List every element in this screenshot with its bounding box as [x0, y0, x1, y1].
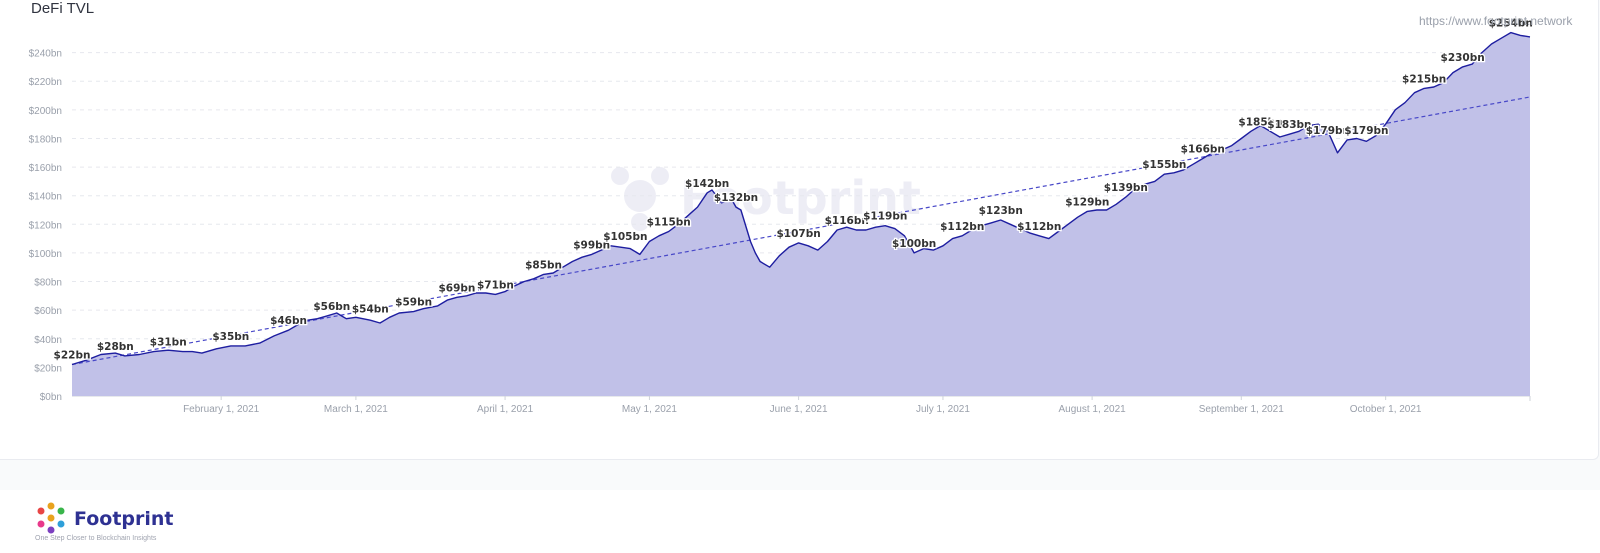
data-label: $179bn: [1306, 125, 1350, 137]
y-tick-label: $160bn: [29, 163, 62, 174]
data-label: $46bn: [270, 315, 307, 327]
tvl-area-chart: Footprint $0bn$20bn$40bn$60bn$80bn$100bn…: [29, 16, 1534, 415]
footprint-logo-icon[interactable]: [33, 500, 69, 536]
x-tick-label: July 1, 2021: [916, 404, 970, 415]
data-label: $215bn: [1402, 73, 1446, 85]
data-labels: $22bn $28bn $31bn $35bn $46bn $56bn $54bn $59bn…: [52, 16, 1534, 362]
data-label: $112bn: [940, 221, 984, 233]
data-label: $230bn: [1441, 52, 1485, 64]
y-tick-label: $200bn: [29, 106, 62, 117]
y-axis: $0bn $20bn $40bn $60bn $80bn $100bn $120bn $140…: [29, 49, 62, 403]
source-url[interactable]: https://www.footprint.network: [1419, 14, 1573, 28]
data-label: $119bn: [863, 211, 907, 223]
footer: Footprint One Step Closer to Blockchain …: [0, 490, 1600, 553]
data-label: $99bn: [573, 239, 610, 251]
y-tick-label: $120bn: [29, 220, 62, 231]
tvl-line: [71, 31, 1531, 366]
y-tick-label: $80bn: [34, 278, 62, 289]
data-label: $166bn: [1181, 143, 1225, 155]
data-label: $116bn: [825, 215, 869, 227]
data-label: $142bn: [685, 178, 729, 190]
data-label: $22bn: [54, 350, 91, 362]
data-label: $54bn: [352, 304, 389, 316]
watermark-dot: [611, 167, 629, 185]
data-label: $139bn: [1104, 182, 1148, 194]
x-axis: February 1, 2021 March 1, 2021 April 1, 20…: [72, 395, 1531, 415]
data-label: $123bn: [979, 205, 1023, 217]
y-tick-label: $60bn: [34, 306, 62, 317]
x-tick-label: February 1, 2021: [183, 404, 260, 415]
y-tick-label: $140bn: [29, 192, 62, 203]
data-label: $100bn: [892, 238, 936, 250]
x-tick-label: May 1, 2021: [622, 404, 677, 415]
trend-line: [71, 96, 1531, 366]
data-label: $28bn: [97, 341, 134, 353]
data-label: $35bn: [212, 331, 249, 343]
data-label: $185bn: [1238, 116, 1282, 128]
chart-title: DeFi TVL: [31, 0, 95, 17]
y-tick-label: $0bn: [40, 392, 62, 403]
data-label: $105bn: [603, 231, 647, 243]
series-layer: [71, 31, 1531, 396]
data-label: $183bn: [1267, 119, 1311, 131]
y-tick-label: $40bn: [34, 335, 62, 346]
data-label: $254bn: [1489, 18, 1533, 30]
data-label: $179bn: [1344, 125, 1388, 137]
y-tick-label: $180bn: [29, 134, 62, 145]
chart-card: DeFi TVL Footprint $0bn $20bn $40bn $60bn $8…: [0, 0, 1599, 460]
y-tick-label: $20bn: [34, 363, 62, 374]
data-label: $129bn: [1065, 196, 1109, 208]
x-tick-label: March 1, 2021: [324, 404, 388, 415]
x-tick-label: September 1, 2021: [1199, 404, 1284, 415]
data-label: $115bn: [647, 216, 691, 228]
x-tick-label: June 1, 2021: [770, 404, 828, 415]
data-label: $85bn: [525, 259, 562, 271]
data-label: $71bn: [477, 279, 514, 291]
x-tick-label: October 1, 2021: [1350, 404, 1422, 415]
watermark-dot: [631, 213, 649, 231]
data-label: $112bn: [1017, 221, 1061, 233]
data-label: $107bn: [776, 228, 820, 240]
data-label: $69bn: [438, 282, 475, 294]
watermark-dot: [651, 167, 669, 185]
data-label: $31bn: [150, 337, 187, 349]
data-label: $132bn: [714, 192, 758, 204]
tvl-area: [72, 32, 1530, 396]
footer-brand-name: Footprint: [74, 508, 174, 530]
data-label: $59bn: [395, 297, 432, 309]
y-tick-label: $240bn: [29, 49, 62, 60]
x-tick-label: April 1, 2021: [477, 404, 534, 415]
data-label: $155bn: [1142, 159, 1186, 171]
data-label: $56bn: [313, 301, 350, 313]
footer-tagline: One Step Closer to Blockchain Insights: [35, 535, 157, 542]
y-tick-label: $220bn: [29, 77, 62, 88]
y-tick-label: $100bn: [29, 249, 62, 260]
x-tick-label: August 1, 2021: [1058, 404, 1126, 415]
